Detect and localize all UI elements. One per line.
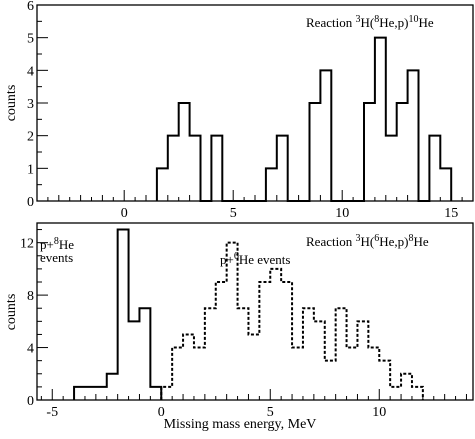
panel-bottom-reaction-label: Reaction 3H(6He,p)8He	[306, 233, 429, 250]
y-tick-label: 0	[27, 394, 34, 409]
x-tick-label: 15	[444, 206, 458, 221]
x-tick-label: -5	[46, 405, 58, 420]
panel-bottom-reaction-prefix: Reaction	[306, 234, 355, 249]
panel-top-reaction-text: 3H(8He,p)10He	[355, 14, 433, 31]
histogram-series-0	[155, 36, 453, 202]
histogram-series-1	[160, 241, 424, 400]
x-tick-label: 0	[158, 405, 165, 420]
panel-top-histogram	[155, 36, 453, 202]
panel-bottom-tick-labels: -5 0 5 10 0 4 8 12	[20, 237, 386, 420]
y-tick-label: 8	[27, 289, 34, 304]
y-tick-label: 2	[27, 130, 34, 145]
panel-bottom-ylabel: counts	[4, 294, 19, 331]
panel-bottom-reaction-text: 3H(6He,p)8He	[355, 233, 428, 250]
y-tick-label: 4	[27, 342, 34, 357]
panel-bottom-xlabel: Missing mass energy, MeV	[164, 417, 317, 432]
panel-bottom-ticks	[37, 229, 467, 401]
legend-p6he-events: p+6He events	[220, 251, 290, 268]
x-tick-label: 10	[372, 405, 386, 420]
y-tick-label: 4	[27, 64, 34, 79]
panel-top-tick-labels: 0 5 10 15 0 1 2 3 4 5 6	[27, 0, 458, 221]
y-tick-label: 0	[27, 195, 34, 210]
y-tick-label: 6	[27, 0, 34, 14]
panel-top-reaction-label: Reaction 3H(8He,p)10He	[306, 14, 434, 31]
panel-bottom-histogram	[73, 228, 424, 400]
panel-bottom: -5 0 5 10 0 4 8 12 counts Missing mass energy, …	[4, 222, 474, 432]
y-tick-label: 3	[27, 97, 34, 112]
x-tick-label: 10	[335, 206, 349, 221]
x-tick-label: 0	[121, 206, 128, 221]
x-tick-label: 5	[230, 206, 237, 221]
histogram-series-0	[73, 228, 163, 400]
y-tick-label: 12	[20, 237, 34, 252]
legend-p8he-events: p+8He events	[40, 236, 74, 266]
y-tick-label: 1	[27, 162, 34, 177]
x-tick-label: 5	[267, 405, 274, 420]
panel-top-ylabel: counts	[4, 85, 19, 122]
y-tick-label: 5	[27, 32, 34, 47]
panel-top: 0 5 10 15 0 1 2 3 4 5 6 counts Reaction 3H(8He,p)1…	[4, 0, 474, 221]
panel-bottom-frame	[36, 222, 474, 401]
panel-top-reaction-prefix: Reaction	[306, 15, 355, 30]
